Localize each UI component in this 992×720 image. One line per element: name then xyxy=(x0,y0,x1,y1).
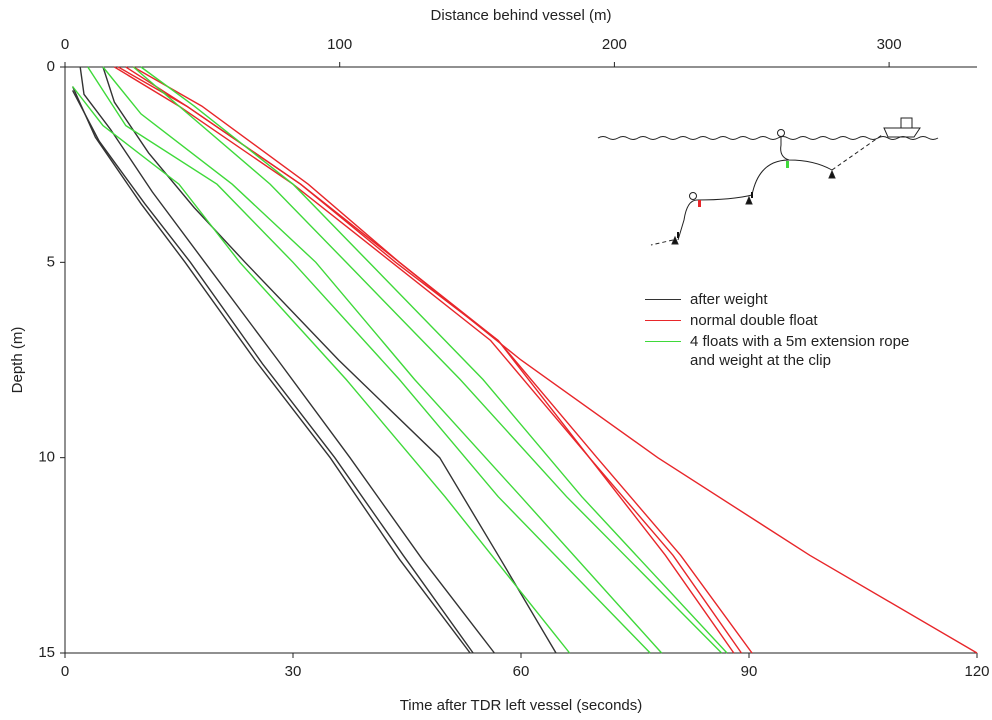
series-line xyxy=(132,66,723,654)
inset-diagram xyxy=(597,117,939,246)
x2-tick-label: 300 xyxy=(877,36,902,53)
x2-tick-label: 0 xyxy=(61,36,69,53)
y-tick-label: 10 xyxy=(38,449,55,466)
legend-swatch xyxy=(645,341,681,342)
x2-tick-label: 100 xyxy=(327,36,352,53)
x-tick-label: 0 xyxy=(61,663,69,680)
series-line xyxy=(72,86,571,654)
legend-swatch xyxy=(645,320,681,321)
legend-label: after weight xyxy=(690,291,768,308)
series-line xyxy=(133,66,735,654)
x-axis-title: Time after TDR left vessel (seconds) xyxy=(400,697,643,714)
series-line xyxy=(79,66,495,654)
legend-label: 4 floats with a 5m extension rope and we… xyxy=(690,333,910,369)
x-tick-label: 120 xyxy=(964,663,989,680)
y-tick-label: 15 xyxy=(38,644,55,661)
x-tick-label: 60 xyxy=(513,663,530,680)
series-line xyxy=(87,66,651,654)
legend: after weight normal double float 4 floats … xyxy=(645,290,909,372)
y-tick-label: 5 xyxy=(47,253,55,270)
series-line xyxy=(102,66,663,654)
x-tick-label: 30 xyxy=(285,663,302,680)
legend-item: 4 floats with a 5m extension rope and we… xyxy=(645,332,909,370)
series-line xyxy=(125,66,978,654)
x2-axis-title: Distance behind vessel (m) xyxy=(431,7,612,24)
legend-item: after weight xyxy=(645,290,909,309)
y-axis-title: Depth (m) xyxy=(9,327,26,394)
legend-label: normal double float xyxy=(690,312,818,329)
series-line xyxy=(71,90,474,654)
y-tick-label: 0 xyxy=(47,58,55,75)
x-tick-label: 90 xyxy=(741,663,758,680)
legend-swatch xyxy=(645,299,681,300)
series-line xyxy=(102,66,557,654)
series-line xyxy=(71,86,471,654)
legend-item: normal double float xyxy=(645,311,909,330)
x2-tick-label: 200 xyxy=(602,36,627,53)
series-line xyxy=(114,66,742,654)
series-line xyxy=(140,66,728,654)
